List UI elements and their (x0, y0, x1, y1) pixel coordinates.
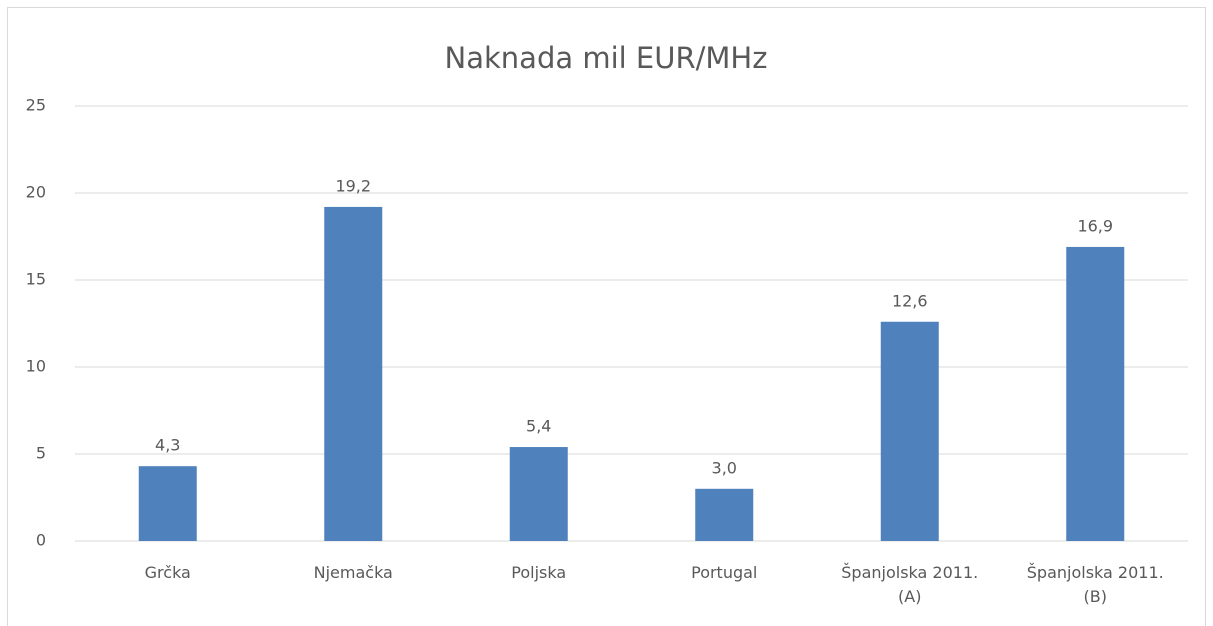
data-label: 5,4 (526, 417, 551, 436)
data-label: 19,2 (335, 176, 371, 195)
x-tick-label: Poljska (511, 563, 567, 582)
x-tick-label: Portugal (691, 563, 758, 582)
data-label: 16,9 (1077, 216, 1113, 235)
y-tick-label: 15 (26, 270, 46, 289)
bar (1066, 246, 1125, 541)
data-label: 12,6 (892, 291, 928, 310)
y-tick-label: 0 (36, 531, 46, 550)
bar (324, 206, 383, 542)
x-tick-label: Španjolska 2011. (B) (1026, 563, 1164, 606)
y-tick-label: 25 (26, 96, 46, 115)
chart-border (7, 7, 1206, 626)
x-tick-label: Njemačka (313, 563, 393, 582)
bar (695, 488, 754, 541)
data-label: 3,0 (712, 458, 737, 477)
x-tick-label: Španjolska 2011. (A) (841, 563, 979, 606)
y-tick-label: 10 (26, 357, 46, 376)
bar (509, 447, 568, 541)
chart-title: Naknada mil EUR/MHz (445, 41, 768, 75)
y-tick-label: 5 (36, 444, 46, 463)
data-label: 4,3 (155, 436, 180, 455)
y-tick-label: 20 (26, 183, 46, 202)
bar (138, 466, 197, 541)
x-tick-label: Grčka (144, 563, 191, 582)
bar (880, 321, 939, 541)
